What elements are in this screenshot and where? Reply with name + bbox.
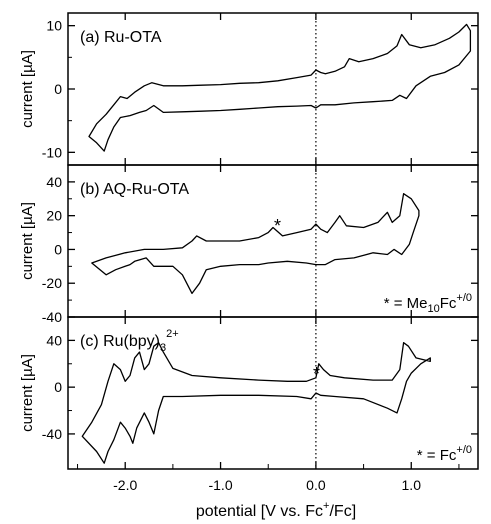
panel-b-ytick-label: 0 [54, 241, 62, 257]
panel-c-label-superscript: 2+ [166, 328, 179, 340]
panel-c [67, 316, 479, 470]
panel-b-annotation-main: * = Me [384, 295, 428, 312]
panel-a-ytick-label: -10 [42, 144, 62, 160]
panel-c-frame [67, 316, 479, 470]
panel-c-label-main: (c) Ru(bpy) [80, 333, 160, 350]
panel-a-ytick-label: 10 [46, 18, 62, 34]
x-tick-label: -2.0 [113, 477, 137, 493]
panel-c-ytick-label: 40 [46, 332, 62, 348]
x-axis-title-main: potential [V vs. Fc [196, 503, 323, 520]
panel-a-ylabel: current [µA] [19, 50, 36, 128]
x-tick-label: -1.0 [208, 477, 232, 493]
x-axis-title-end: /Fc] [329, 503, 356, 520]
chart-marks: -10 0 10 -40 -20 0 20 40 -40 0 40 -2.0 -1.0 0.0 1.0 [42, 13, 478, 493]
panel-c-annotation: * = Fc+/0 [417, 444, 472, 464]
panel-b-ytick-label: 20 [46, 208, 62, 224]
panel-b-annotation: * = Me10Fc+/0 [384, 292, 472, 315]
panel-b-annotation-subscript: 10 [427, 303, 439, 315]
panel-c-cv-curve [81, 342, 431, 464]
panel-b-label: (b) AQ-Ru-OTA [80, 181, 189, 198]
x-tick-label: 1.0 [402, 477, 422, 493]
panel-c-annotation-main: * = Fc [417, 447, 457, 464]
panel-c-ytick-label: 0 [54, 379, 62, 395]
panel-c-ytick-label: -40 [42, 426, 62, 442]
panel-b-ytick-label: 40 [46, 174, 62, 190]
panel-c-annotation-superscript: +/0 [456, 444, 472, 456]
x-axis-title: potential [V vs. Fc+/Fc] [196, 500, 356, 520]
panel-a-label: (a) Ru-OTA [80, 29, 162, 46]
panel-a-ytick-label: 0 [54, 81, 62, 97]
panel-b-annotation-superscript: +/0 [456, 292, 472, 304]
panel-b-peak-asterisk: * [274, 216, 281, 236]
panel-b-cv-curve [91, 193, 420, 295]
x-tick-label: 0.0 [306, 477, 326, 493]
panel-a-cv-curve [88, 23, 472, 152]
x-axis-title-superscript: + [323, 500, 329, 512]
panel-c-label: (c) Ru(bpy)32+ [80, 328, 179, 354]
panel-b-ytick-label: -40 [42, 309, 62, 325]
panel-c-label-subscript: 3 [160, 342, 166, 354]
panel-b-ylabel: current [µA] [19, 202, 36, 280]
panel-c-ylabel: current [µA] [19, 354, 36, 432]
panel-b-ytick-label: -20 [42, 275, 62, 291]
panel-b-annotation-fc: Fc [440, 295, 457, 312]
